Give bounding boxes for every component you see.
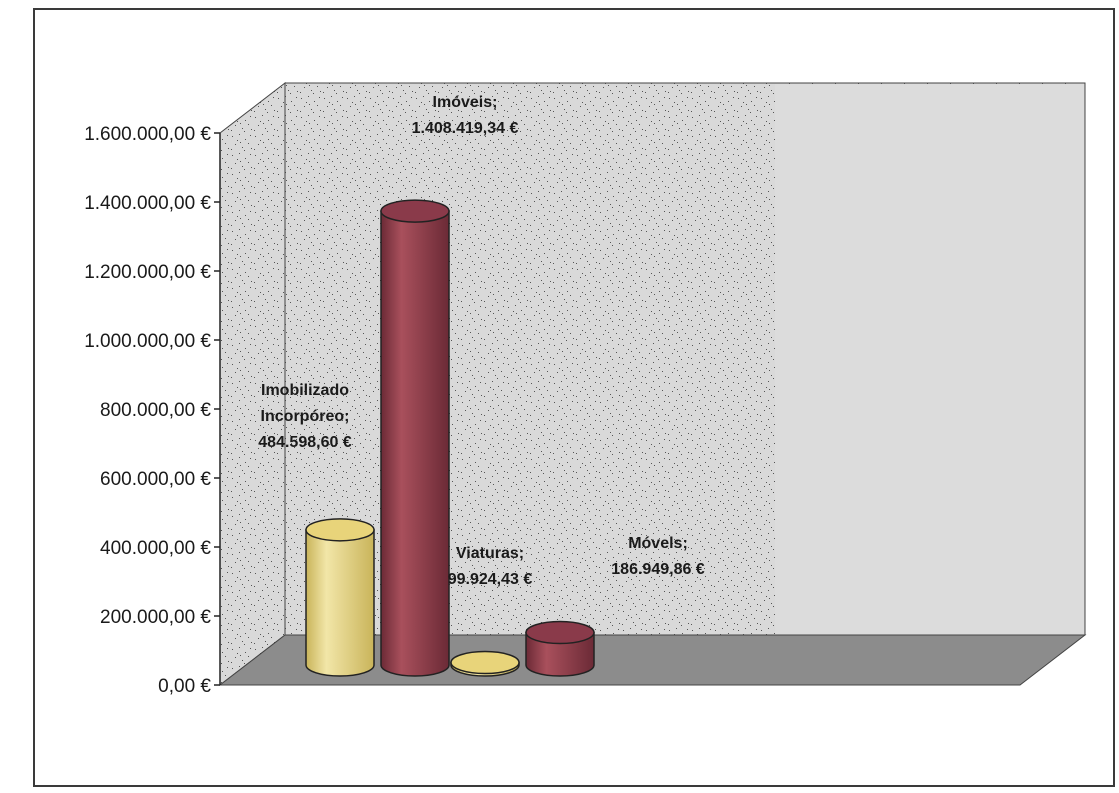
y-tick-label: 1.400.000,00 € bbox=[84, 193, 211, 214]
y-tick-label: 200.000,00 € bbox=[100, 607, 211, 628]
y-tick-label: 400.000,00 € bbox=[100, 538, 211, 559]
data-label: Incorpóreo; bbox=[261, 408, 350, 425]
y-tick-label: 600.000,00 € bbox=[100, 469, 211, 490]
bar-2 bbox=[381, 200, 449, 676]
bar-3 bbox=[451, 652, 519, 676]
y-tick-label: 0,00 € bbox=[158, 676, 211, 697]
bar-4 bbox=[526, 622, 594, 676]
bar-1 bbox=[306, 519, 374, 676]
data-label: Imóveis; bbox=[433, 94, 498, 111]
data-label: Imobilizado bbox=[261, 382, 349, 399]
y-tick-label: 1.000.000,00 € bbox=[84, 331, 211, 352]
y-tick-label: 1.200.000,00 € bbox=[84, 262, 211, 283]
data-label: Móvels; bbox=[628, 535, 688, 552]
data-label: 1.408.419,34 € bbox=[412, 120, 519, 137]
data-label: 186.949,86 € bbox=[611, 561, 705, 578]
y-tick-label: 1.600.000,00 € bbox=[84, 124, 211, 145]
data-label: 99.924,43 € bbox=[448, 571, 533, 588]
data-label: Viaturas; bbox=[456, 545, 524, 562]
back-wall-right bbox=[775, 84, 1084, 635]
y-tick-label: 800.000,00 € bbox=[100, 400, 211, 421]
data-label: 484.598,60 € bbox=[258, 434, 352, 451]
